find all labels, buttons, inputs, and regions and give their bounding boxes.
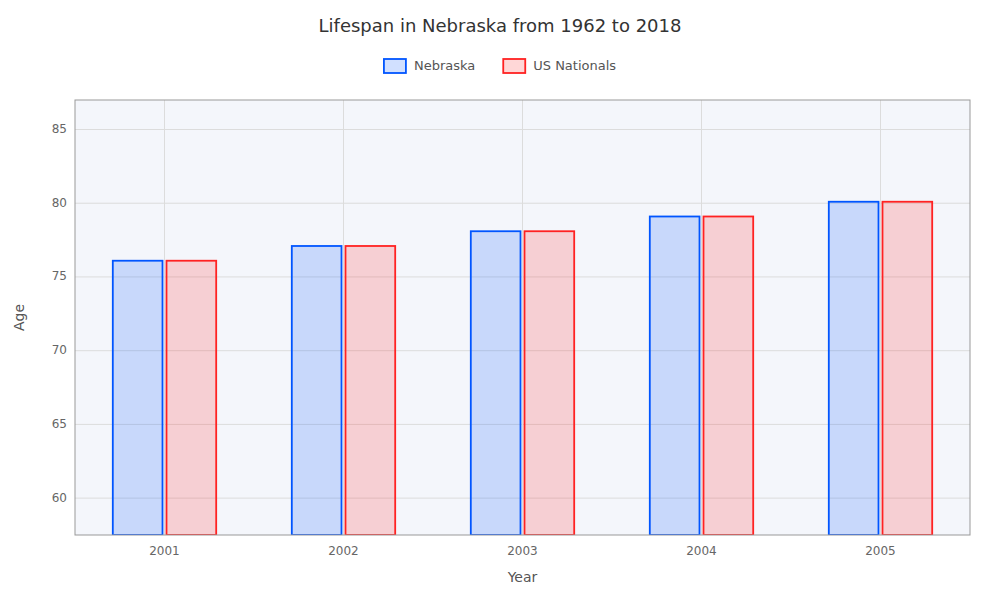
x-tick-label: 2003 [507, 544, 538, 558]
bar [704, 216, 754, 535]
title: Lifespan in Nebraska from 1962 to 2018 [319, 15, 682, 36]
x-grid-line [522, 100, 523, 535]
legend-label: Nebraska [414, 58, 475, 73]
legend-item: Nebraska [384, 58, 475, 74]
y-axis-label: Age [11, 304, 27, 331]
x-grid-line [164, 100, 165, 535]
bar [829, 202, 879, 535]
x-tick-label: 2002 [328, 544, 359, 558]
bars [113, 202, 932, 535]
bar [167, 261, 217, 535]
legend-item: US Nationals [503, 58, 616, 74]
bar [525, 231, 575, 535]
y-tick-label: 85 [52, 122, 67, 136]
bar [346, 246, 396, 535]
y-tick-label: 75 [52, 269, 67, 283]
x-tick-label: 2004 [686, 544, 717, 558]
plot-area [75, 100, 970, 535]
x-grid-line [880, 100, 881, 535]
x-tick-label: 2001 [149, 544, 180, 558]
chart: 60 65 70 75 80 85 2001 2002 2003 2004 2005 Lifespan… [0, 0, 1000, 600]
legend-label: US Nationals [533, 58, 616, 73]
x-tick-label: 2005 [865, 544, 896, 558]
bar [292, 246, 342, 535]
plot-frame [75, 100, 970, 535]
y-tick-label: 65 [52, 417, 67, 431]
y-tick-label: 80 [52, 196, 67, 210]
legend: Nebraska US Nationals [384, 58, 616, 74]
legend-swatch [503, 59, 525, 73]
bar [883, 202, 933, 535]
y-tick-label: 60 [52, 491, 67, 505]
y-tick-label: 70 [52, 343, 67, 357]
bar [471, 231, 521, 535]
x-grid-line [701, 100, 702, 535]
x-grid-line [343, 100, 344, 535]
bar [113, 261, 163, 535]
legend-swatch [384, 59, 406, 73]
x-axis-label: Year [507, 569, 538, 585]
bar [650, 216, 700, 535]
